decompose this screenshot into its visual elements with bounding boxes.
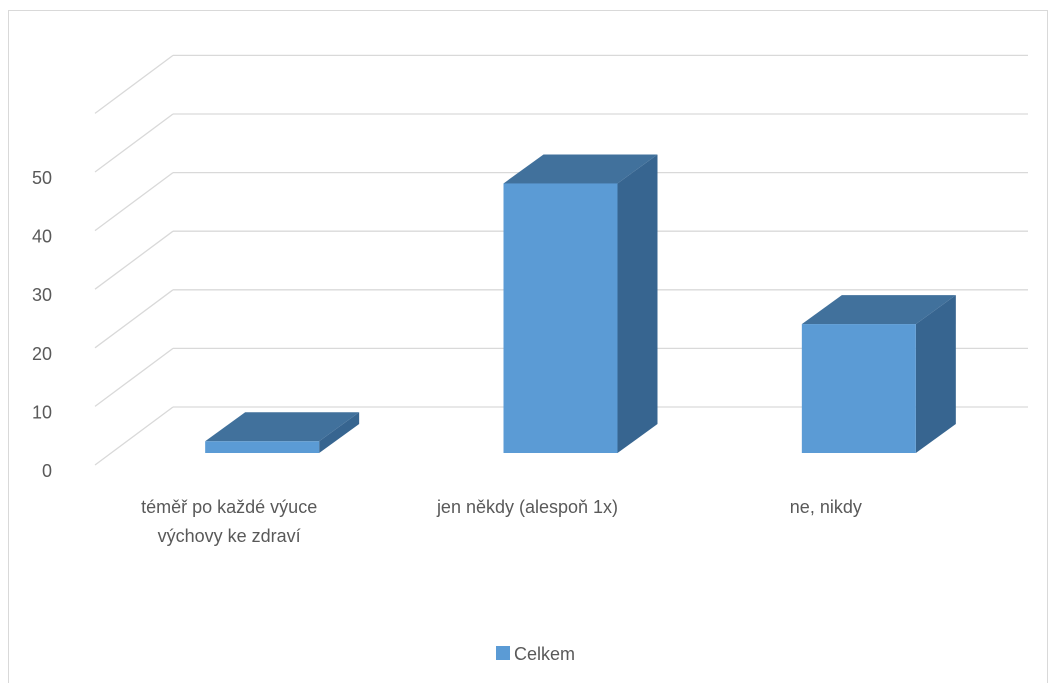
- category-label: téměř po každé výuce: [141, 497, 317, 517]
- category-label: výchovy ke zdraví: [158, 526, 301, 546]
- gridline: [94, 113, 174, 173]
- y-tick-label: 40: [32, 227, 52, 247]
- y-axis: 0 10 20 30 40 50: [32, 168, 52, 481]
- legend: Celkem: [496, 644, 575, 664]
- x-axis: téměř po každé výuce výchovy ke zdraví jen…: [141, 497, 862, 546]
- gridline: [94, 172, 174, 232]
- bar-side: [319, 412, 360, 453]
- gridline: [94, 406, 174, 466]
- bar-side: [915, 295, 956, 453]
- gridline: [94, 230, 174, 290]
- y-tick-label: 20: [32, 344, 52, 364]
- y-tick-label: 50: [32, 168, 52, 188]
- gridline: [94, 54, 174, 114]
- bar-top: [205, 412, 360, 442]
- y-tick-label: 10: [32, 402, 52, 422]
- bar-top: [503, 154, 658, 184]
- legend-swatch: [496, 646, 510, 660]
- bar-side: [617, 154, 658, 453]
- bar: [205, 412, 360, 453]
- y-tick-label: 0: [42, 461, 52, 481]
- bar-front: [503, 183, 618, 453]
- category-label: jen někdy (alespoň 1x): [436, 497, 618, 517]
- bar: [503, 154, 658, 453]
- bar: [801, 295, 956, 453]
- legend-label: Celkem: [514, 644, 575, 664]
- bar-front: [801, 324, 916, 453]
- category-label: ne, nikdy: [790, 497, 862, 517]
- gridline: [94, 289, 174, 349]
- y-tick-label: 30: [32, 285, 52, 305]
- bars: [205, 154, 956, 453]
- gridline: [94, 347, 174, 407]
- bar-top: [801, 295, 956, 325]
- bar-front: [205, 441, 320, 453]
